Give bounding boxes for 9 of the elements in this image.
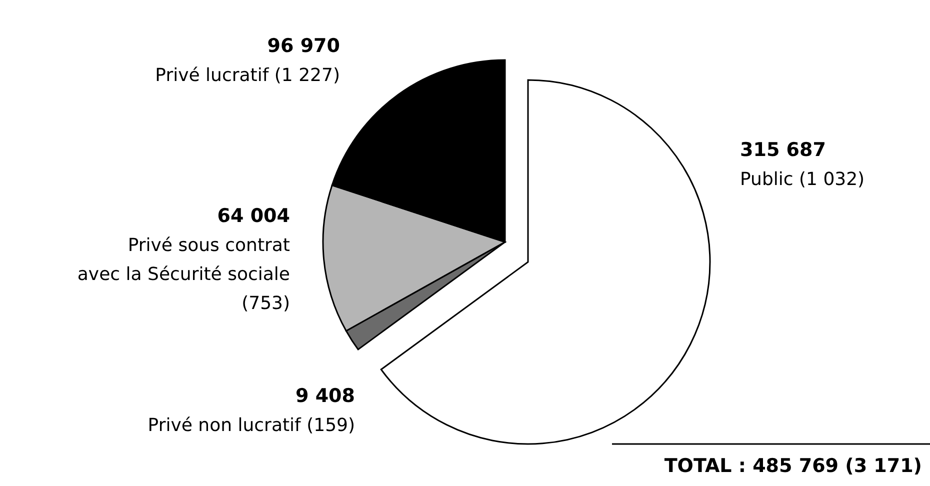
slice-label: Privé non lucratif (159) <box>148 415 355 436</box>
data-label: 96 970 <box>267 35 340 57</box>
data-label: 9 408 <box>296 385 355 407</box>
data-label: 315 687 <box>740 139 826 161</box>
slice-label: Public (1 032) <box>740 169 865 190</box>
slice-label: Privé lucratif (1 227) <box>155 65 340 86</box>
data-label: 64 004 <box>217 205 290 227</box>
text: TOTAL : 485 769 (3 171) <box>664 455 922 477</box>
slice-label: Privé sous contrat avec la Sécurité sociale (753) <box>77 235 290 314</box>
